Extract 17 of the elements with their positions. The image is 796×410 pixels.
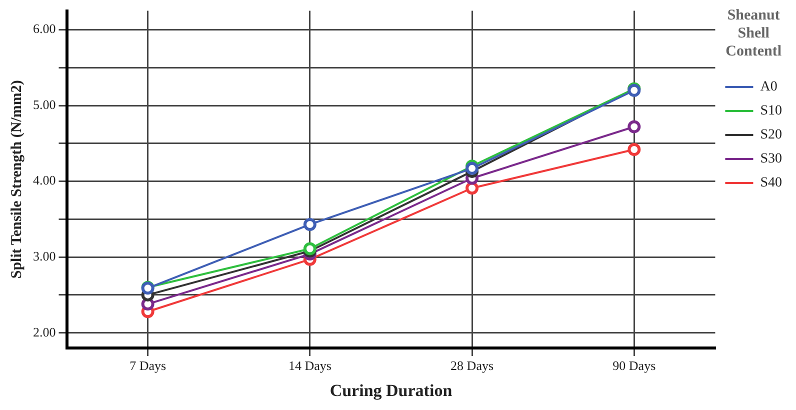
legend-label: A0 (760, 80, 778, 95)
legend-label: S40 (760, 176, 782, 191)
legend-label: S20 (760, 128, 782, 143)
x-tick-label: 28 Days (450, 358, 494, 374)
y-tick-label: 4.00 (33, 172, 56, 188)
legend-label: S30 (760, 152, 782, 167)
y-tick-label: 3.00 (33, 248, 56, 264)
y-tick-label: 2.00 (33, 324, 56, 340)
legend-label: S10 (760, 104, 782, 119)
y-tick-label: 5.00 (33, 96, 56, 112)
x-tick-label: 14 Days (288, 358, 332, 374)
legend-title: Sheanut Shell Contentl (726, 7, 782, 60)
y-tick-label: 6.00 (33, 21, 56, 36)
x-axis-title: Curing Duration (330, 381, 453, 400)
x-tick-label: 90 Days (612, 358, 656, 374)
y-axis-title: Split Tensile Strength (N/mm2) (8, 80, 25, 279)
x-tick-label: 7 Days (130, 358, 166, 374)
